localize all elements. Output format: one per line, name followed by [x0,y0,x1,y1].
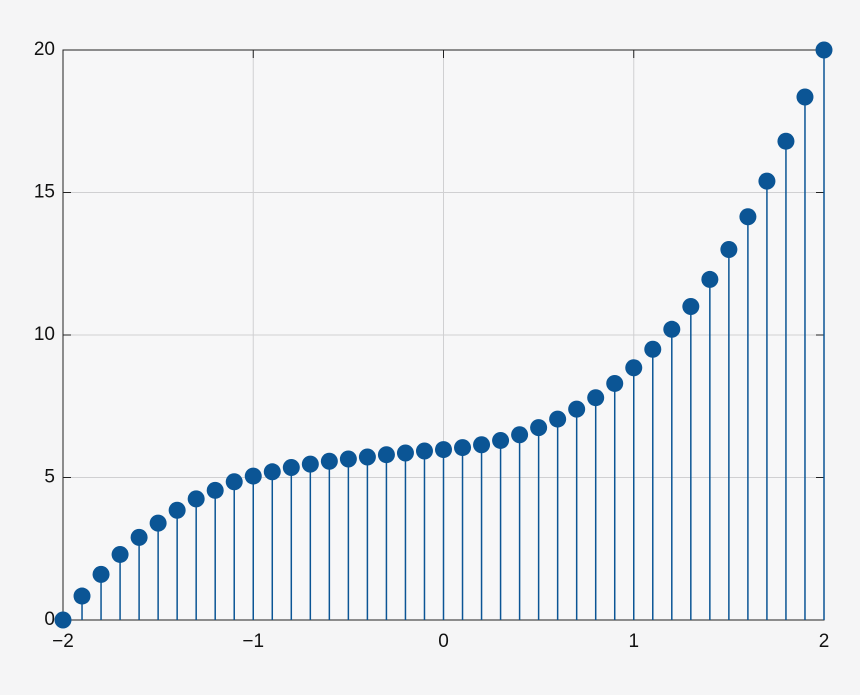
stem-marker [396,444,414,462]
stem-marker [149,514,167,532]
stem-marker [244,467,262,485]
stem-marker [339,450,357,468]
stem-marker [320,452,338,470]
stem-marker [454,439,472,457]
y-tick-label: 15 [34,182,55,203]
x-tick-label: 1 [628,631,639,652]
stem-marker [111,545,129,563]
stem-marker [587,389,605,407]
stem-marker [644,340,662,358]
stem-marker [568,400,586,418]
stem-marker [206,481,224,499]
stem-marker [225,473,243,491]
x-tick-label: −1 [242,631,264,652]
stem-marker [720,241,738,258]
stem-marker [73,587,91,605]
y-tick-label: 10 [34,324,55,345]
stem-marker [435,441,452,459]
stem-marker [663,320,681,338]
stem-marker [815,41,833,59]
stem-marker [415,442,433,460]
stem-marker [92,565,110,583]
stem-marker [739,208,757,226]
stem-marker [301,455,319,473]
stem-marker [473,436,491,454]
stem-marker [263,463,281,481]
stem-marker [511,426,529,444]
stem-marker [187,490,205,508]
stem-marker [758,172,776,190]
stem-marker [625,359,643,377]
stem-marker [606,374,624,392]
stem-marker [358,448,376,466]
y-tick-label: 0 [44,609,55,630]
x-tick-label: −2 [52,631,74,652]
stem-marker [796,88,814,106]
stem-marker [377,446,395,464]
stem-marker [701,270,719,288]
stem-marker [282,459,300,477]
y-tick-label: 5 [44,467,55,488]
stem-marker [492,431,510,449]
stem-marker [530,419,548,437]
x-tick-label: 0 [438,631,449,652]
stem-marker [130,528,148,546]
stem-marker [549,410,567,428]
x-tick-label: 2 [819,631,830,652]
stem-marker [168,501,186,519]
y-tick-label: 20 [34,39,55,60]
stem-marker [54,611,72,629]
stem-marker [777,132,795,150]
stem-marker [682,298,700,315]
